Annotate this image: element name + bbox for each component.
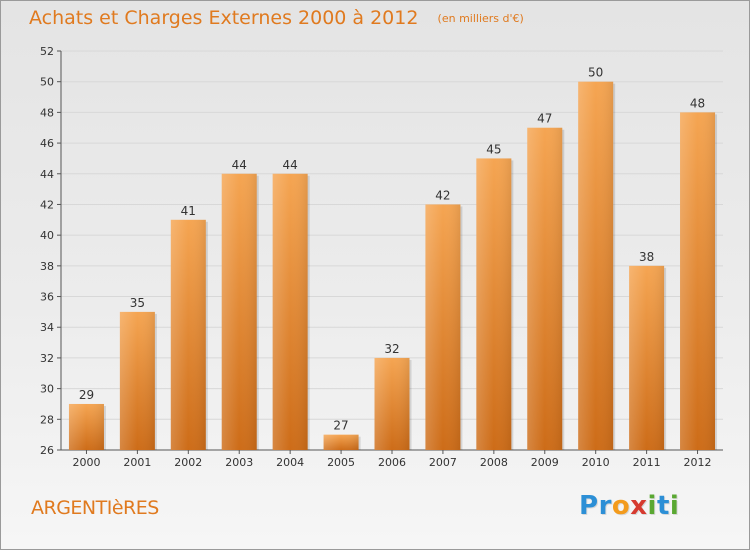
bar-shine	[527, 128, 562, 450]
bar-shine	[425, 204, 460, 450]
chart-frame: Achats et Charges Externes 2000 à 2012 (…	[0, 0, 750, 550]
y-tick-label: 32	[40, 352, 54, 365]
x-tick-label: 2011	[633, 456, 661, 469]
bar-shine	[120, 312, 155, 450]
logo-letter: r	[599, 491, 612, 521]
brand-logo: Proxiti	[579, 491, 679, 521]
data-label: 29	[79, 388, 94, 402]
y-tick-label: 28	[40, 413, 54, 426]
y-tick-label: 26	[40, 444, 54, 457]
data-label: 47	[537, 112, 552, 126]
bar-shine	[375, 358, 410, 450]
bar-shine	[324, 435, 359, 450]
y-tick-label: 34	[40, 321, 54, 334]
y-tick-label: 50	[40, 76, 54, 89]
data-label: 38	[639, 250, 654, 264]
logo-letter: x	[630, 491, 647, 521]
x-tick-label: 2010	[582, 456, 610, 469]
y-tick-label: 40	[40, 229, 54, 242]
place-name: ARGENTIèRES	[31, 497, 159, 519]
x-tick-label: 2000	[72, 456, 100, 469]
y-tick-label: 52	[40, 45, 54, 58]
logo-letter: i	[670, 491, 679, 521]
x-tick-label: 2001	[123, 456, 151, 469]
logo-letter: t	[657, 491, 670, 521]
x-tick-label: 2012	[684, 456, 712, 469]
bar-shine	[629, 266, 664, 450]
data-label: 42	[435, 188, 450, 202]
x-tick-label: 2006	[378, 456, 406, 469]
logo-letter: o	[612, 491, 630, 521]
bar-shine	[69, 404, 104, 450]
y-tick-label: 36	[40, 291, 54, 304]
x-tick-label: 2005	[327, 456, 355, 469]
data-label: 44	[283, 158, 298, 172]
data-label: 27	[333, 419, 348, 433]
bar-chart: 26 28 30 32 34 36 38 40 42 44 46 48 50 52 29 2000 35 2001…	[1, 1, 749, 549]
bar-shine	[273, 174, 308, 450]
data-label: 32	[384, 342, 399, 356]
bar-shine	[222, 174, 257, 450]
data-label: 45	[486, 142, 501, 156]
data-label: 50	[588, 66, 603, 80]
y-tick-label: 38	[40, 260, 54, 273]
y-tick-label: 42	[40, 198, 54, 211]
x-tick-label: 2009	[531, 456, 559, 469]
x-tick-label: 2008	[480, 456, 508, 469]
y-tick-label: 44	[40, 168, 54, 181]
data-label: 35	[130, 296, 145, 310]
logo-letter: P	[579, 491, 599, 521]
y-tick-label: 46	[40, 137, 54, 150]
y-tick-label: 48	[40, 106, 54, 119]
bar-shine	[476, 158, 511, 450]
bar-shine	[171, 220, 206, 450]
x-tick-label: 2002	[174, 456, 202, 469]
bar-shine	[578, 82, 613, 450]
data-label: 44	[232, 158, 247, 172]
data-label: 48	[690, 96, 705, 110]
data-label: 41	[181, 204, 196, 218]
x-tick-label: 2004	[276, 456, 304, 469]
y-tick-label: 30	[40, 383, 54, 396]
bar-shine	[680, 112, 715, 450]
x-tick-label: 2003	[225, 456, 253, 469]
x-tick-label: 2007	[429, 456, 457, 469]
logo-letter: i	[648, 491, 657, 521]
